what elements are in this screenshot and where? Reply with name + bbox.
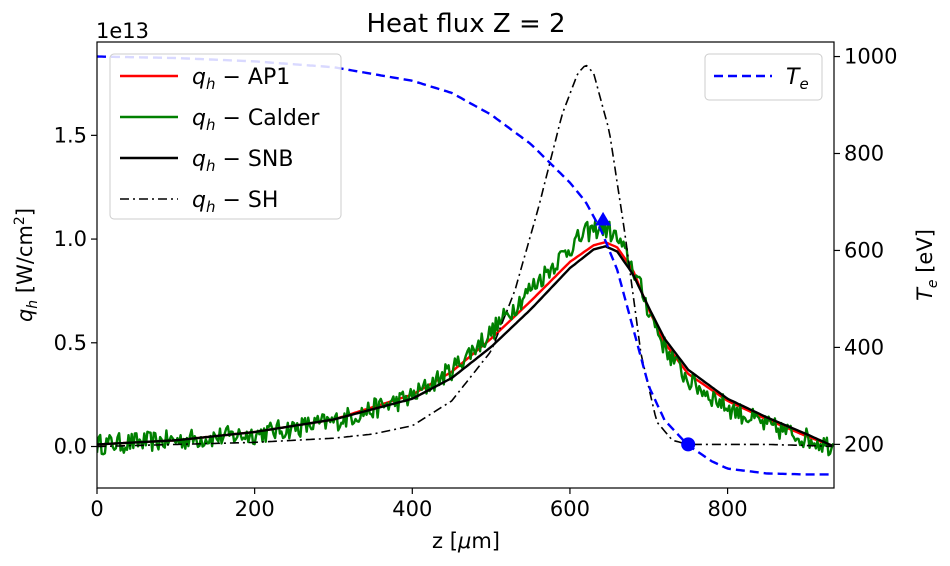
series-line-2 <box>97 245 833 447</box>
right-y-tick-label: 200 <box>844 432 884 456</box>
left-y-tick-label: 0.0 <box>54 435 87 459</box>
legend-right: Te <box>704 53 823 101</box>
right-y-axis-title: Te [eV] <box>913 229 941 301</box>
triangle-marker <box>595 211 612 226</box>
left-y-axis-title: qh [W/cm2] <box>12 208 41 322</box>
x-axis: 0 200 400 600 800 <box>90 488 748 521</box>
right-y-tick-label: 800 <box>844 142 884 166</box>
series-line-0 <box>97 240 833 448</box>
series-line-1 <box>97 218 834 457</box>
x-tick-label: 200 <box>235 497 275 521</box>
plot-area <box>97 55 834 476</box>
right-y-tick-label: 600 <box>844 238 884 262</box>
series-line-4 <box>97 55 833 476</box>
circle-marker <box>681 437 696 452</box>
left-y-axis: 0.0 0.5 1.0 1.5 <box>54 123 97 459</box>
offset-text: 1e13 <box>96 19 149 43</box>
legend-left-box <box>109 53 342 220</box>
right-y-tick-label: 400 <box>844 335 884 359</box>
left-y-tick-label: 0.5 <box>54 331 87 355</box>
chart-title: Heat flux Z = 2 <box>366 9 565 39</box>
x-axis-title: z [μm] <box>432 529 500 553</box>
legend-label: Te <box>786 65 809 93</box>
left-y-tick-label: 1.5 <box>54 123 87 147</box>
legend-label: qh − SH <box>192 188 278 216</box>
legend-left: qh − AP1 qh − Calder qh − SNB qh − SH <box>109 53 342 220</box>
legend-label: qh − SNB <box>192 147 293 175</box>
series-line-3 <box>97 64 833 448</box>
right-y-axis: 200 400 600 800 1000 <box>834 45 897 456</box>
right-y-tick-label: 1000 <box>844 45 897 69</box>
legend-label: qh − AP1 <box>192 65 290 93</box>
x-tick-label: 800 <box>708 497 748 521</box>
x-tick-label: 400 <box>392 497 432 521</box>
x-tick-label: 600 <box>550 497 590 521</box>
plot-frame <box>96 41 835 489</box>
x-tick-label: 0 <box>90 497 103 521</box>
left-y-tick-label: 1.0 <box>54 227 87 251</box>
legend-label: qh − Calder <box>192 106 320 134</box>
